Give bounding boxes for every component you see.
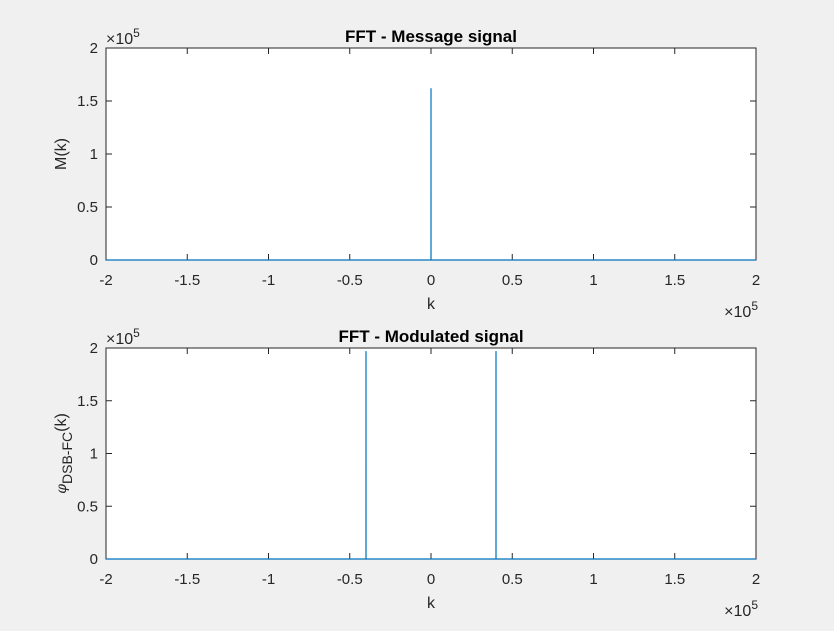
- series-line-1: [106, 88, 756, 261]
- chart-title: FFT - Modulated signal: [338, 327, 523, 346]
- x-tick-label: 1: [589, 272, 597, 289]
- y-tick-label: 0.5: [77, 199, 98, 216]
- x-axis-label: k: [427, 595, 436, 612]
- y-tick-label: 2: [90, 340, 98, 357]
- x-tick-label: 2: [752, 571, 760, 588]
- y-exponent-label: ×105: [106, 26, 140, 48]
- x-tick-label: -2: [99, 272, 112, 289]
- x-tick-label: 0: [427, 272, 435, 289]
- y-axis-label: M(k): [53, 138, 70, 170]
- x-tick-label: -0.5: [337, 272, 363, 289]
- y-tick-label: 2: [90, 40, 98, 57]
- x-tick-label: 1.5: [664, 272, 685, 289]
- series-line-1: [106, 351, 756, 560]
- x-tick-label: -1.5: [174, 272, 200, 289]
- x-tick-label: 2: [752, 272, 760, 289]
- x-tick-label: 0.5: [502, 571, 523, 588]
- y-tick-label: 1: [90, 446, 98, 463]
- y-tick-label: 0: [90, 551, 98, 568]
- y-axis-label: φDSB-FC(k): [53, 413, 75, 494]
- x-tick-label: 1.5: [664, 571, 685, 588]
- x-tick-label: -2: [99, 571, 112, 588]
- x-tick-label: 1: [589, 571, 597, 588]
- y-tick-label: 0.5: [77, 498, 98, 515]
- y-tick-label: 1.5: [77, 93, 98, 110]
- x-tick-label: 0: [427, 571, 435, 588]
- axes-2: -2 -1.5 -1 -0.5 0 0.5 1 1.5 2 0 0.5 1 1.5 2 FFT - Modu…: [53, 326, 760, 620]
- y-exponent-label: ×105: [106, 326, 140, 348]
- x-tick-label: 0.5: [502, 272, 523, 289]
- x-tick-label: -0.5: [337, 571, 363, 588]
- y-tick-label: 0: [90, 252, 98, 269]
- chart-title: FFT - Message signal: [345, 27, 517, 46]
- x-exponent-label: ×105: [724, 299, 758, 321]
- x-tick-label: -1.5: [174, 571, 200, 588]
- axes-1: -2 -1.5 -1 -0.5 0 0.5 1 1.5 2 0 0.5 1 1.5 2 FFT - Mess…: [53, 26, 760, 321]
- x-tick-label: -1: [262, 272, 275, 289]
- plot-area[interactable]: [105, 347, 757, 560]
- x-tick-label: -1: [262, 571, 275, 588]
- y-tick-label: 1.5: [77, 393, 98, 410]
- x-axis-label: k: [427, 296, 436, 313]
- y-tick-label: 1: [90, 146, 98, 163]
- x-exponent-label: ×105: [724, 598, 758, 620]
